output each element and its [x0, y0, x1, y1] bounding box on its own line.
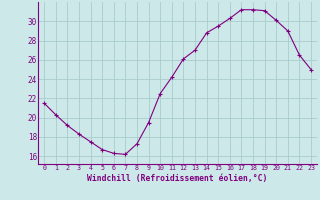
X-axis label: Windchill (Refroidissement éolien,°C): Windchill (Refroidissement éolien,°C): [87, 174, 268, 183]
